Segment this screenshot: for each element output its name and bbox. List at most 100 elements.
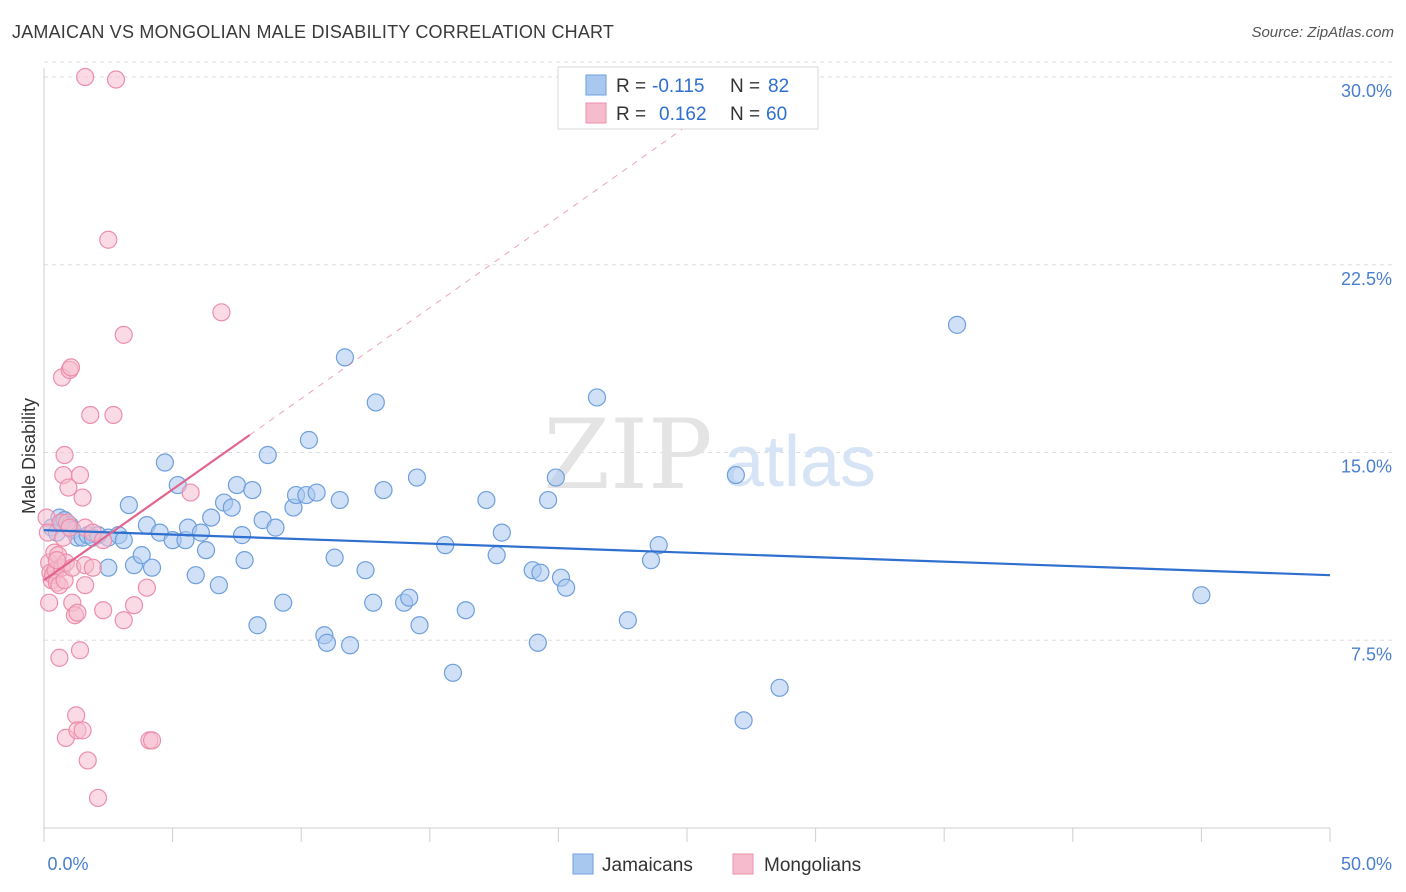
watermark: ZIP atlas <box>543 399 876 511</box>
mongolian-point <box>212 303 231 322</box>
jamaican-point <box>325 548 344 567</box>
jamaican-point <box>557 578 576 597</box>
mongolian-point <box>68 603 87 622</box>
jamaican-point <box>947 315 967 334</box>
stats-blue-r-value: -0.115 <box>652 76 704 97</box>
trend-layer <box>43 89 1331 582</box>
mongolian-trend-extension <box>249 89 739 436</box>
mongolian-point <box>76 576 95 595</box>
x-tick-label: 0.0% <box>47 854 88 874</box>
axis-layer: 7.5% 15.0% 22.5% 30.0% 0.0% 50.0% <box>43 68 1392 874</box>
stats-pink-n-label: N = <box>730 104 760 125</box>
legend-jamaicans-swatch <box>572 853 594 875</box>
jamaican-point <box>114 531 133 550</box>
jamaican-point <box>299 430 319 450</box>
jamaican-point <box>364 593 383 612</box>
series-legend: Jamaicans Mongolians <box>572 853 861 876</box>
watermark-atlas: atlas <box>724 422 876 502</box>
mongolian-point <box>55 445 74 465</box>
watermark-zip: ZIP <box>543 399 712 511</box>
jamaican-point <box>443 663 463 682</box>
mongolian-point <box>124 596 144 615</box>
jamaican-point <box>587 388 607 407</box>
jamaican-point <box>99 558 118 577</box>
y-axis-title: Male Disability <box>19 398 39 514</box>
mongolian-trend-line <box>43 434 251 582</box>
legend-mongolians-label: Mongolians <box>764 855 861 876</box>
stats-blue-r-label: R = <box>616 76 646 97</box>
mongolian-point <box>50 648 69 667</box>
jamaican-point <box>400 588 419 607</box>
legend-jamaicans-label: Jamaicans <box>602 855 693 876</box>
jamaican-point <box>274 593 293 612</box>
mongolian-point <box>61 358 81 377</box>
jamaican-point <box>641 551 661 570</box>
jamaican-point <box>374 480 393 500</box>
y-tick-label: 22.5% <box>1341 269 1392 289</box>
jamaican-point <box>335 348 355 367</box>
jamaican-point <box>492 523 511 542</box>
jamaican-point <box>477 490 496 510</box>
jamaican-point <box>155 453 174 472</box>
mongolian-point <box>70 465 90 485</box>
jamaican-point <box>366 393 385 412</box>
jamaican-point <box>222 498 241 517</box>
jamaican-point <box>248 616 267 635</box>
y-tick-label: 30.0% <box>1341 81 1392 101</box>
mongolian-point <box>78 751 97 770</box>
mongolian-point <box>114 611 133 630</box>
x-tick-label: 50.0% <box>1341 854 1392 874</box>
jamaican-point <box>340 636 360 655</box>
stats-blue-n-value: 82 <box>768 76 789 97</box>
chart-title: JAMAICAN VS MONGOLIAN MALE DISABILITY CO… <box>12 22 615 42</box>
mongolian-point <box>73 721 92 740</box>
jamaican-point <box>407 468 427 487</box>
jamaican-point <box>235 551 254 570</box>
mongolian-point <box>83 558 102 577</box>
mongolian-point <box>94 601 113 620</box>
y-tick-label: 15.0% <box>1341 457 1392 477</box>
mongolian-point <box>73 488 92 507</box>
jamaican-point <box>243 480 262 500</box>
jamaican-point <box>186 566 205 585</box>
mongolian-point <box>70 641 90 660</box>
jamaican-point <box>1192 586 1211 605</box>
jamaican-point <box>528 633 547 652</box>
mongolian-point <box>47 551 66 570</box>
jamaican-point <box>531 563 550 582</box>
stats-pink-r-value: 0.162 <box>659 104 707 125</box>
jamaican-point <box>546 468 565 487</box>
jamaican-point <box>258 445 277 465</box>
mongolian-point <box>114 325 133 344</box>
source-credit: Source: ZipAtlas.com <box>1251 24 1394 41</box>
jamaican-point <box>191 523 210 542</box>
jamaican-point <box>734 711 753 730</box>
jamaican-point <box>356 561 375 580</box>
jamaican-point <box>649 536 668 555</box>
jamaican-point <box>770 678 789 697</box>
mongolian-point <box>60 518 79 537</box>
mongolian-point <box>99 230 118 249</box>
jamaican-point <box>142 558 162 577</box>
stats-legend-pink-swatch <box>585 102 607 124</box>
jamaican-point <box>487 546 506 565</box>
jamaican-point <box>330 490 349 510</box>
jamaican-point <box>456 601 475 620</box>
legend-mongolians-swatch <box>732 853 754 875</box>
jamaican-point <box>266 518 285 537</box>
jamaican-point <box>196 541 216 560</box>
stats-pink-r-label: R = <box>616 104 646 125</box>
jamaican-point <box>227 475 246 495</box>
mongolian-point <box>142 731 162 750</box>
jamaican-point <box>209 576 228 595</box>
jamaican-point <box>726 465 745 485</box>
y-tick-label: 7.5% <box>1351 644 1392 664</box>
mongolian-point <box>181 483 200 502</box>
jamaican-point <box>539 490 558 510</box>
mongolian-point <box>40 593 59 612</box>
jamaican-point <box>618 611 637 630</box>
stats-legend: R = -0.115 N = 82 R = 0.162 N = 60 <box>557 66 819 130</box>
mongolian-point <box>88 788 108 808</box>
mongolian-point <box>81 405 100 425</box>
jamaican-point <box>410 616 429 635</box>
